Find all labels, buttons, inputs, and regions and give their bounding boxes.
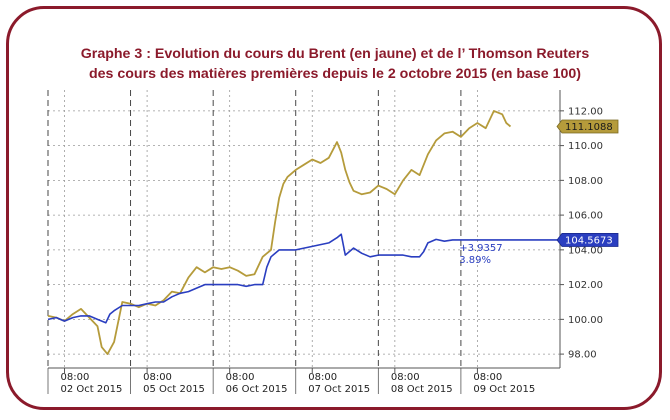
y-tick-label: 106.00 xyxy=(568,211,603,222)
y-tick-label: 110.00 xyxy=(568,141,603,152)
x-tick-time: 08:00 xyxy=(61,372,90,383)
y-tick-label: 108.00 xyxy=(568,176,603,187)
x-tick-date: 07 Oct 2015 xyxy=(308,384,370,395)
chart-title-line-1: Graphe 3 : Evolution du cours du Brent (… xyxy=(80,46,590,62)
series-line-thomson-reuters xyxy=(47,233,560,324)
x-tick-date: 09 Oct 2015 xyxy=(473,384,535,395)
x-tick-date: 08 Oct 2015 xyxy=(391,384,453,395)
last-value-box-thomson-reuters xyxy=(556,233,619,247)
x-tick-date: 02 Oct 2015 xyxy=(61,384,123,395)
y-tick-label: 98.00 xyxy=(568,350,597,361)
chart-series xyxy=(47,110,560,356)
y-tick-label: 102.00 xyxy=(568,280,603,291)
change-value-label: +3.9357 xyxy=(459,243,502,254)
y-tick-label: 104.00 xyxy=(568,245,603,256)
x-tick-date: 06 Oct 2015 xyxy=(226,384,288,395)
x-tick-time: 08:00 xyxy=(473,372,502,383)
chart-grid xyxy=(48,90,560,368)
series-line-brent xyxy=(47,110,512,356)
x-tick-time: 08:00 xyxy=(391,372,420,383)
y-axis: 98.00 100.00 102.00 104.00 106.00 108.00 110.0… xyxy=(559,90,603,368)
x-tick-time: 08:00 xyxy=(308,372,337,383)
x-tick-date: 05 Oct 2015 xyxy=(143,384,205,395)
chart-title-line-2: des cours des matières premières depuis … xyxy=(88,66,582,82)
x-tick-time: 08:00 xyxy=(226,372,255,383)
last-value-label-thomson-reuters: 104.5673 xyxy=(565,236,613,247)
x-tick-time: 08:00 xyxy=(143,372,172,383)
y-tick-label: 112.00 xyxy=(568,106,603,117)
last-value-box-brent xyxy=(556,119,619,134)
day-separators xyxy=(47,90,462,368)
chart-title: Graphe 3 : Evolution du cours du Brent (… xyxy=(20,44,650,84)
last-value-label-brent: 111.1088 xyxy=(565,122,613,133)
y-tick-label: 100.00 xyxy=(568,315,603,326)
chart-frame xyxy=(6,6,662,410)
change-percent-label: 3.89% xyxy=(459,255,491,266)
